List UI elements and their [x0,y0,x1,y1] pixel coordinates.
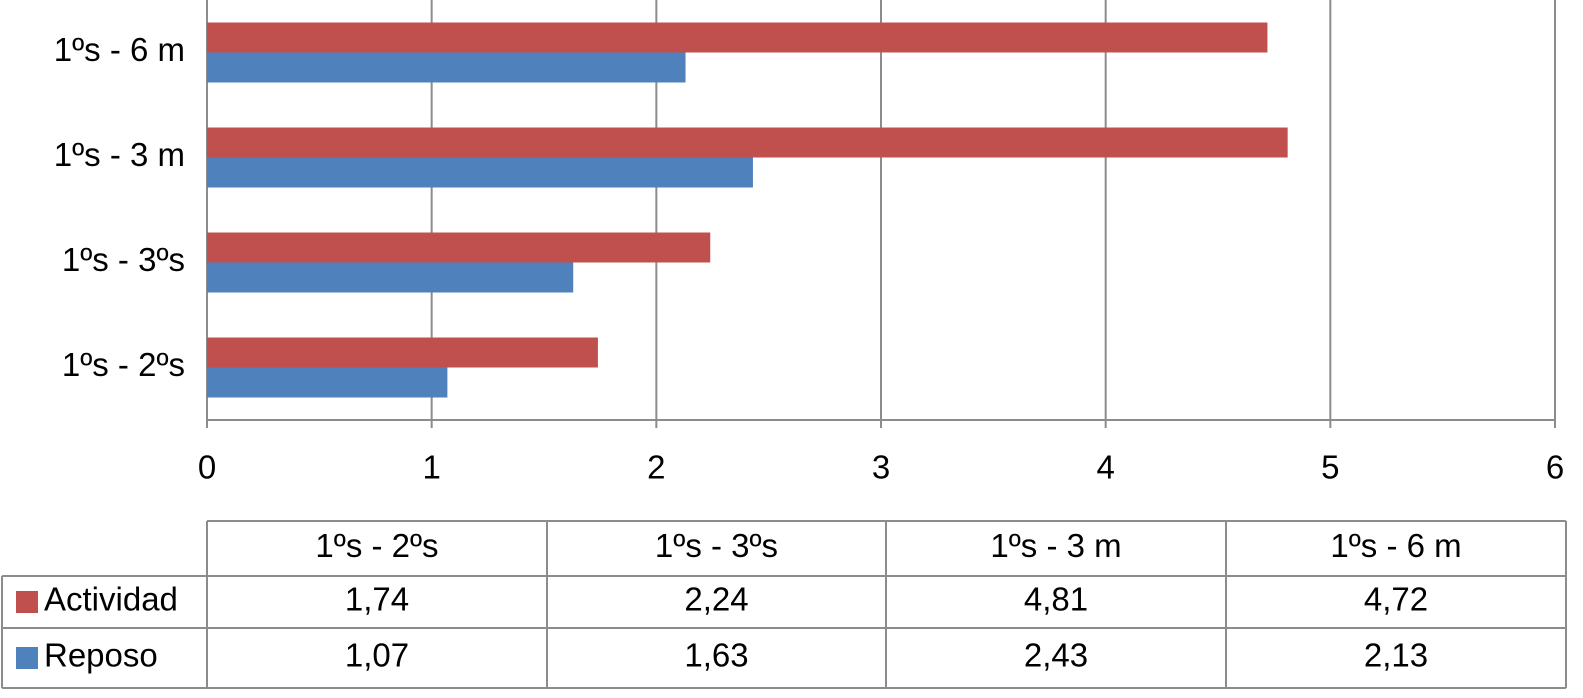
legend-label: Actividad [44,581,178,618]
table-value: 1,63 [684,637,748,674]
table-value: 2,13 [1364,637,1428,674]
x-tick-label: 0 [198,449,216,486]
y-tick-label: 1ºs - 6 m [54,31,185,68]
table-header: 1ºs - 2ºs [315,527,438,564]
legend-label: Reposo [44,637,158,674]
table-value: 2,24 [684,581,748,618]
bar [207,337,598,368]
y-tick-label: 1ºs - 2ºs [62,346,185,383]
table-value: 1,07 [345,637,409,674]
x-tick-label: 6 [1546,449,1564,486]
table-header: 1ºs - 3 m [990,527,1121,564]
bar [207,367,448,398]
y-tick-label: 1ºs - 3ºs [62,241,185,278]
table-value: 4,81 [1024,581,1088,618]
legend-swatch [16,647,38,669]
bar [207,22,1268,53]
x-tick-label: 4 [1096,449,1114,486]
x-tick-label: 5 [1321,449,1339,486]
bar [207,127,1288,158]
table-value: 4,72 [1364,581,1428,618]
bar [207,52,686,83]
table-header: 1ºs - 3ºs [655,527,778,564]
bar [207,232,711,263]
bar [207,262,574,293]
table-value: 2,43 [1024,637,1088,674]
table-header: 1ºs - 6 m [1330,527,1461,564]
x-tick-label: 1 [422,449,440,486]
x-tick-label: 3 [872,449,890,486]
legend-swatch [16,591,38,613]
table-value: 1,74 [345,581,409,618]
bar [207,157,753,188]
y-tick-label: 1ºs - 3 m [54,136,185,173]
x-tick-label: 2 [647,449,665,486]
